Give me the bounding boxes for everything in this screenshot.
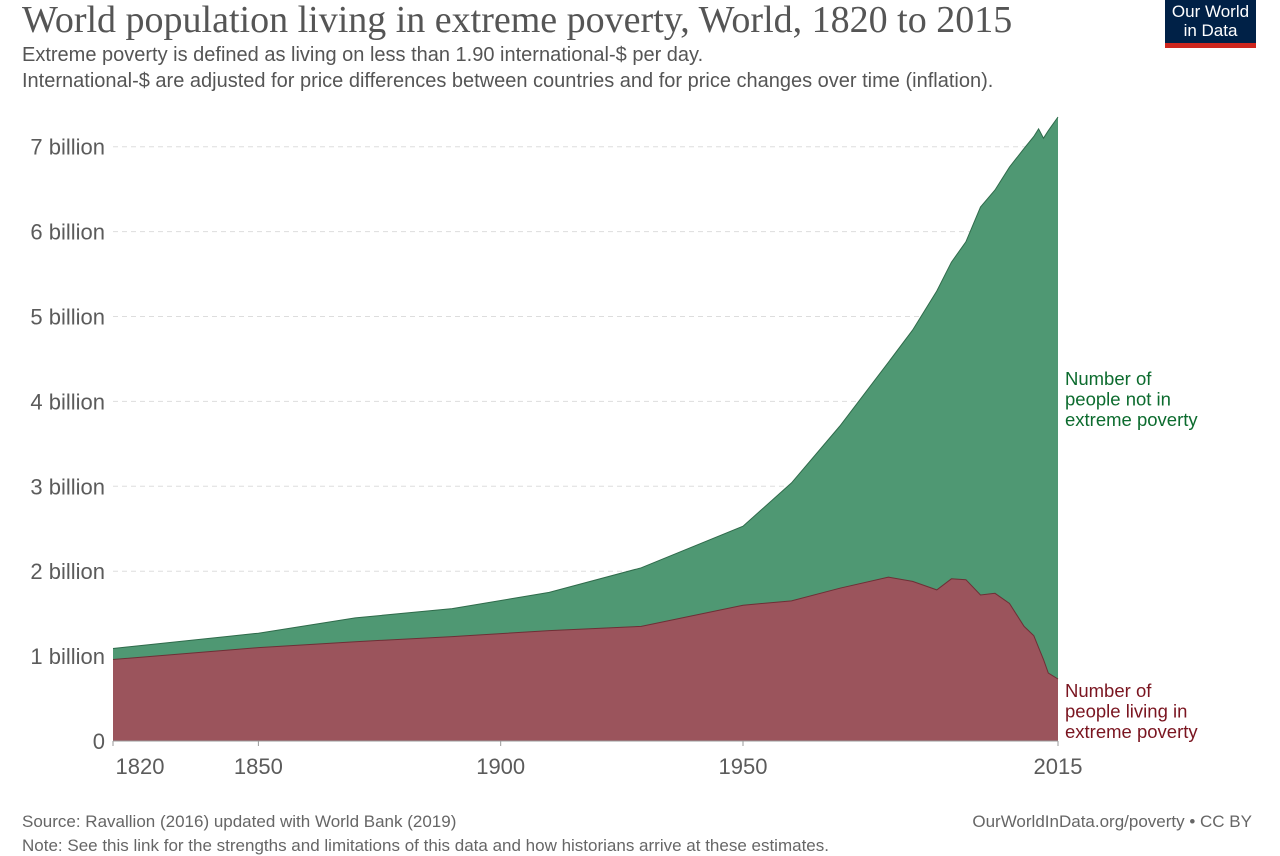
series-label-line: extreme poverty [1065,409,1198,430]
line-extreme-poverty [112,576,1059,680]
our-world-in-data-logo[interactable]: Our World in Data [1165,0,1256,48]
x-axis-labels: 1820 1850 1900 1950 2015 [112,741,1083,779]
logo-line-1: Our World [1171,2,1250,21]
chart-subtitle-inflation-note: International-$ are adjusted for price d… [22,70,994,92]
area-in-extreme-poverty [113,577,1058,741]
logo-line-2: in Data [1183,21,1238,40]
chart-subtitle-definition: Extreme poverty is defined as living on … [22,44,704,66]
x-tick-label: 1900 [476,754,525,779]
credit-link[interactable]: OurWorldInData.org/poverty • CC BY [972,812,1252,831]
y-tick-label: 5 billion [30,305,105,330]
y-tick-label: 2 billion [30,559,105,584]
y-tick-label: 7 billion [30,135,105,160]
series-label-line: Number of [1065,680,1152,701]
x-tick-label: 1950 [719,754,768,779]
series-label-line: Number of [1065,368,1152,389]
chart-title: World population living in extreme pover… [22,0,1013,41]
series-label-line: people living in [1065,701,1187,722]
source-text: Source: Ravallion (2016) updated with Wo… [22,812,457,831]
note-text[interactable]: Note: See this link for the strengths an… [22,836,829,855]
series-label-line: people not in [1065,389,1171,410]
y-tick-label: 4 billion [30,389,105,414]
line-total-population [112,116,1059,649]
y-tick-label: 3 billion [30,474,105,499]
y-tick-label: 6 billion [30,220,105,245]
x-tick-label: 1820 [116,754,165,779]
series-label-line: extreme poverty [1065,721,1198,742]
y-axis-labels: 0 1 billion 2 billion 3 billion 4 billion 5 b… [30,135,105,754]
area-not-in-extreme-poverty [113,117,1058,679]
x-tick-label: 1850 [234,754,283,779]
y-tick-label: 1 billion [30,644,105,669]
x-tick-label: 2015 [1034,754,1083,779]
y-tick-label: 0 [93,729,105,754]
